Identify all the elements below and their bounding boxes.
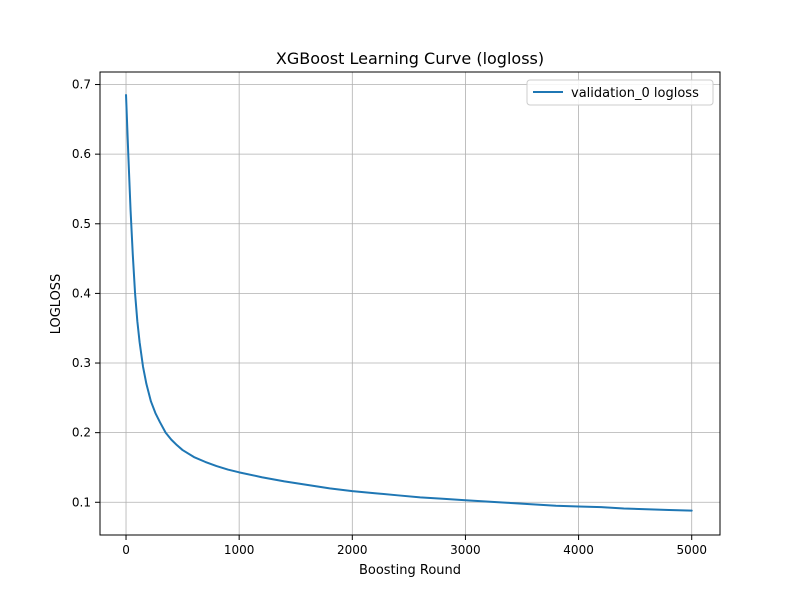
y-tick-label: 0.5 [72, 217, 91, 231]
x-axis-label: Boosting Round [359, 563, 461, 578]
y-tick-label: 0.1 [72, 495, 91, 509]
x-tick-label: 2000 [337, 543, 368, 557]
legend: validation_0 logloss [526, 79, 714, 106]
y-tick-label: 0.7 [72, 78, 91, 92]
y-tick-label: 0.6 [72, 147, 91, 161]
y-tick-label: 0.2 [72, 426, 91, 440]
series-line-validation-0 [125, 93, 693, 512]
x-tick-label: 1000 [224, 543, 255, 557]
legend-box [526, 79, 714, 106]
series-layer [125, 93, 693, 512]
grid-lines [100, 72, 720, 535]
y-axis-label: LOGLOSS [49, 274, 64, 335]
y-tick-label: 0.3 [72, 356, 91, 370]
x-tick-label: 0 [122, 543, 130, 557]
x-tick-label: 5000 [676, 543, 707, 557]
y-tick-label: 0.4 [72, 286, 91, 300]
x-tick-label: 3000 [450, 543, 481, 557]
chart-title: XGBoost Learning Curve (logloss) [276, 49, 544, 68]
x-tick-label: 4000 [563, 543, 594, 557]
plot-frame [99, 71, 721, 536]
axis-ticks: 0 1000 2000 3000 4000 5000 0.1 0.2 0.3 0.4 0.5 0.6 0… [72, 78, 707, 557]
legend-label-validation-0: validation_0 logloss [571, 86, 699, 101]
